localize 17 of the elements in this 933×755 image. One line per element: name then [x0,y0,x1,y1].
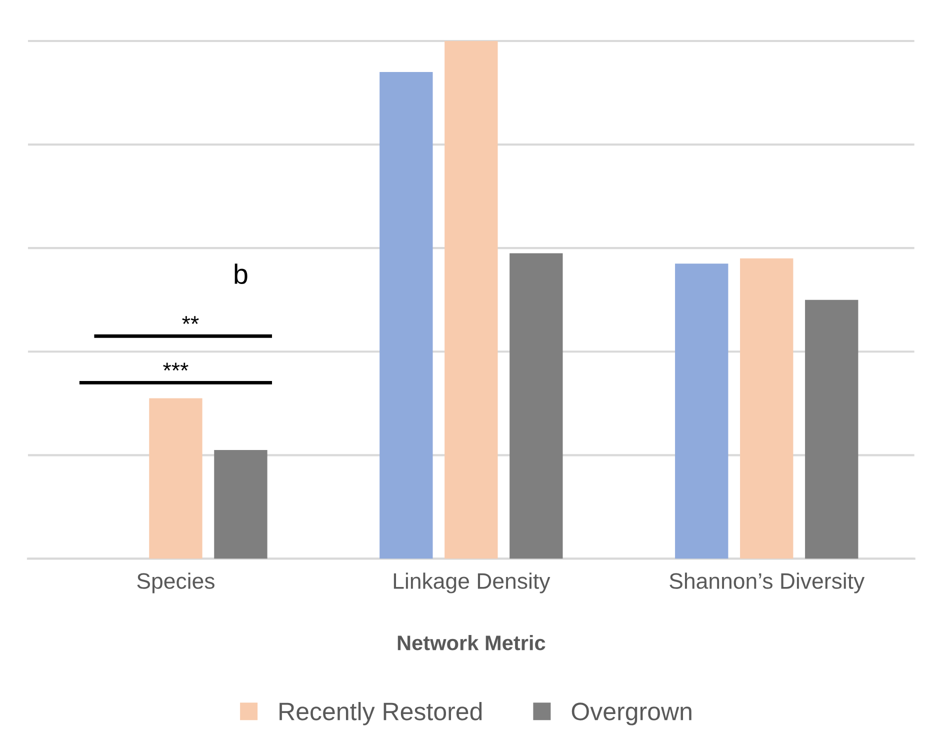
legend-label: Overgrown [572,702,692,726]
x-tick-label: Linkage Density [394,572,550,594]
bar [675,264,728,559]
bar [380,72,433,559]
bar [805,300,858,559]
bar [149,398,202,559]
legend-label: Recently Restored [280,702,482,726]
annotation: ** [182,316,199,324]
x-axis-title: Network Metric [398,634,546,650]
bar [510,253,563,559]
bar [444,40,498,559]
bar [214,450,268,559]
annotation: *** [163,362,188,371]
x-tick-label: Shannon’s Diversity [670,572,865,594]
bar [740,258,794,559]
annotation: b [234,264,248,284]
x-tick-label: Species [137,572,214,594]
